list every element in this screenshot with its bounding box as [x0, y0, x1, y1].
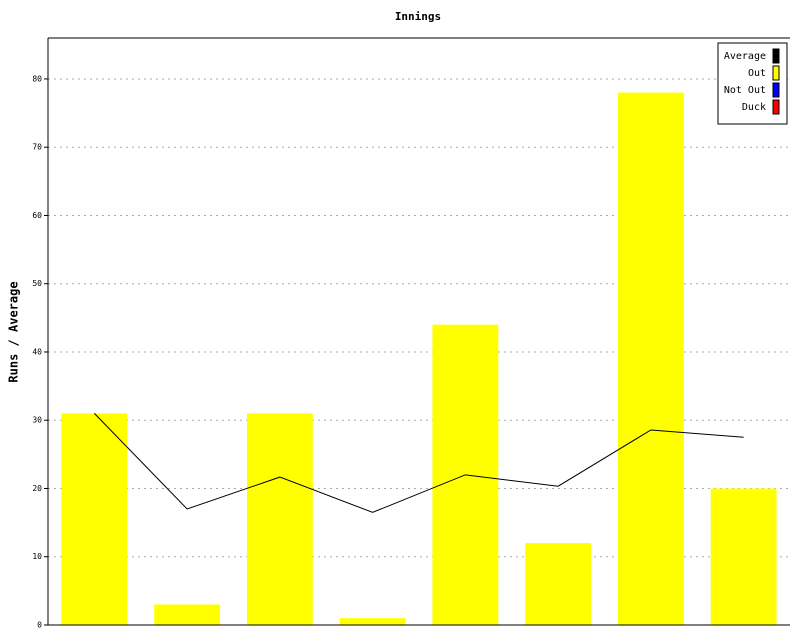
y-tick-label: 0 [37, 621, 42, 630]
legend-label: Out [748, 68, 766, 79]
legend-swatch [772, 48, 780, 64]
bar [61, 413, 128, 625]
bar [339, 618, 406, 625]
legend-swatch [772, 99, 780, 115]
y-tick-label: 10 [32, 552, 42, 561]
legend-label: Duck [742, 102, 766, 113]
bar [710, 488, 777, 625]
bar [154, 604, 221, 625]
y-tick-label: 40 [32, 347, 42, 356]
y-tick-label: 60 [32, 211, 42, 220]
y-tick-label: 30 [32, 416, 42, 425]
y-tick-label: 80 [32, 74, 42, 83]
average-line [94, 413, 744, 513]
legend-swatch [772, 82, 780, 98]
legend-label: Not Out [724, 85, 766, 96]
y-tick-label: 20 [32, 484, 42, 493]
legend-label: Average [724, 51, 766, 62]
y-axis-label: Runs / Average [7, 281, 21, 382]
legend-swatch [772, 65, 780, 81]
bar [617, 92, 684, 625]
bar [525, 543, 592, 625]
y-tick-label: 50 [32, 279, 42, 288]
y-tick-label: 70 [32, 143, 42, 152]
bar [246, 413, 313, 625]
chart-title: Innings [395, 10, 441, 23]
